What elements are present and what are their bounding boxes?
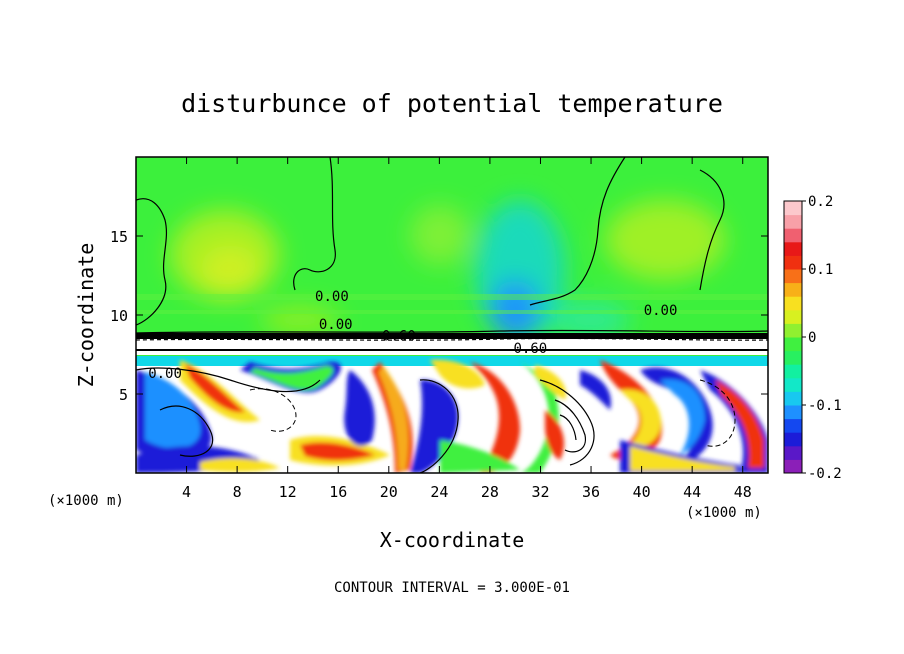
x-tick-label: 32 bbox=[531, 483, 549, 501]
y-tick-label: 10 bbox=[110, 307, 128, 325]
contour-interval-note: CONTOUR INTERVAL = 3.000E-01 bbox=[334, 580, 570, 596]
colorbar-tick-label: -0.2 bbox=[808, 466, 842, 482]
colorbar-swatch bbox=[784, 364, 802, 379]
x-tick-label: 20 bbox=[380, 483, 398, 501]
x-tick-label: 48 bbox=[734, 483, 752, 501]
contour-label-layer: 0.00 0.00 0.60 0.60 0.00 0.00 bbox=[148, 289, 677, 382]
x-tick-label: 8 bbox=[233, 483, 242, 501]
colorbar-swatch bbox=[784, 241, 802, 256]
colorbar-swatch bbox=[784, 350, 802, 365]
x-tick-label: 16 bbox=[329, 483, 347, 501]
y-tick-label: 5 bbox=[119, 386, 128, 404]
x-tick-label: 4 bbox=[182, 483, 191, 501]
colorbar-swatch bbox=[784, 309, 802, 324]
x-unit-right: (×1000 m) bbox=[686, 505, 762, 521]
colorbar-swatch bbox=[784, 201, 802, 216]
colorbar-swatch bbox=[784, 459, 802, 474]
chart-title: disturbunce of potential temperature bbox=[181, 89, 723, 118]
colorbar-swatch bbox=[784, 432, 802, 447]
colorbar-tick-label: -0.1 bbox=[808, 398, 842, 414]
x-tick-label: 36 bbox=[582, 483, 600, 501]
x-axis-title: X-coordinate bbox=[380, 528, 525, 552]
colorbar-tick-label: 0 bbox=[808, 330, 816, 346]
colorbar-swatch bbox=[784, 418, 802, 433]
plot-area bbox=[136, 157, 768, 473]
colorbar-swatch bbox=[784, 228, 802, 243]
contour-label: 0.60 bbox=[514, 341, 548, 357]
y-axis-title: Z-coordinate bbox=[74, 243, 98, 388]
y-tick-label: 15 bbox=[110, 228, 128, 246]
contour-label: 0.00 bbox=[319, 317, 353, 333]
contour-label: 0.00 bbox=[315, 289, 349, 305]
x-tick-layer: 4 8 12 16 20 24 28 32 36 40 44 48 bbox=[182, 157, 752, 501]
colorbar-swatch bbox=[784, 255, 802, 270]
contour-label: 0.60 bbox=[382, 328, 416, 344]
x-tick-label: 40 bbox=[633, 483, 651, 501]
colorbar-swatch bbox=[784, 377, 802, 392]
contour-label: 0.00 bbox=[148, 366, 182, 382]
x-tick-label: 24 bbox=[430, 483, 448, 501]
x-unit-left: (×1000 m) bbox=[48, 493, 124, 509]
colorbar-swatch bbox=[784, 296, 802, 311]
x-tick-label: 12 bbox=[279, 483, 297, 501]
contour-label: 0.00 bbox=[644, 303, 678, 319]
colorbar-swatch bbox=[784, 269, 802, 284]
colorbar-swatch bbox=[784, 337, 802, 352]
y-tick-layer: 5 10 15 bbox=[110, 228, 768, 404]
colorbar-swatch bbox=[784, 391, 802, 406]
colorbar-swatch bbox=[784, 405, 802, 420]
colorbar-swatch bbox=[784, 282, 802, 297]
colorbar-swatch bbox=[784, 445, 802, 460]
colorbar: 0.2 0.1 0 -0.1 -0.2 bbox=[783, 194, 842, 482]
colorbar-swatch bbox=[784, 214, 802, 229]
colorbar-swatch bbox=[784, 323, 802, 338]
x-tick-label: 44 bbox=[683, 483, 701, 501]
x-tick-label: 28 bbox=[481, 483, 499, 501]
colorbar-tick-label: 0.2 bbox=[808, 194, 833, 210]
colorbar-tick-label: 0.1 bbox=[808, 262, 833, 278]
